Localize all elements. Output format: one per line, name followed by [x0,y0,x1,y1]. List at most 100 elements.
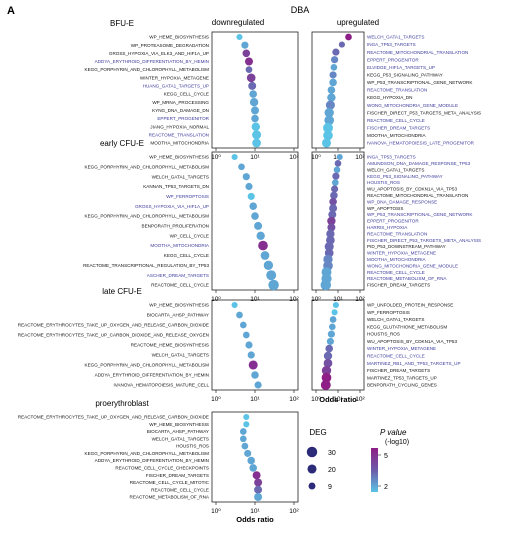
data-point [231,301,238,309]
data-point [242,331,250,339]
term-label: MOOTHA_MITOCHONDRIA [367,133,427,138]
term-label: BENPORATH_CYCLING_GENES [367,383,437,388]
term-label: INGA_TP53_TARGETS [367,155,416,160]
data-point [323,122,333,133]
x-tick-label: 10² [289,296,299,303]
data-point [324,115,335,126]
term-label: WONG_MITOCHONDRIA_GENE_MODULE [367,103,458,108]
term-label: HOUSTIS_ROS [367,332,400,337]
data-point [246,73,256,83]
term-label: KYNG_DNA_DAMAGE_DN [152,108,209,113]
term-label: REACTOME_TRANSLATION [149,133,209,138]
term-label: KEGG_HYPOXIA_DN [367,95,412,100]
term-label: HUANG_GATA1_TARGETS_UP [143,84,209,89]
data-point [266,270,277,281]
term-label: WP_HEME_BIOSYNTHESIS [149,155,209,160]
data-point [323,351,333,361]
column-title-up: upregulated [337,18,379,27]
term-label: FISCHER_DREAM_TARGETS [146,473,209,478]
data-point [254,485,263,494]
x-axis-title: Odds ratio [319,395,357,404]
data-point [323,130,333,141]
data-point [239,428,247,435]
data-point [336,153,343,161]
x-tick-label: 10⁰ [211,396,221,403]
data-point [252,138,261,148]
column-title-down: downregulated [212,18,264,27]
x-tick-label: 10⁰ [311,154,321,161]
term-label: KEGG_CELL_CYCLE [164,92,209,97]
term-label: ADDYA_ERYTHROID_DIFFERENTIATION_BY_HEMIN [95,458,209,463]
data-point [251,106,259,115]
term-label: MOOTHA_MITOCHONDRIA [367,257,427,262]
term-label: EPPERT_PROGENITOR [157,116,209,121]
data-point [331,185,339,193]
term-label: ADDYA_ERYTHROID_DIFFERENTIATION_BY_HEMIN [95,59,209,64]
data-point [241,41,249,49]
stage-label: BFU-E [110,19,134,28]
term-label: WELCH_GATA1_TARGETS [152,353,209,358]
term-label: HARRIS_HYPOXIA [367,225,408,230]
data-point [331,179,339,186]
data-point [254,381,262,389]
data-point [332,172,340,180]
term-label: WINTER_HYPOXIA_METAGENE [367,251,436,256]
term-label: GROSS_HYPOXIA_VIA_HIF1A_UP [135,204,209,209]
data-point [236,33,243,41]
data-point [251,114,259,123]
data-point [330,191,338,200]
data-point [249,98,259,107]
term-label: EPPERT_PROGENITOR [367,219,419,224]
term-label: REACTOME_CELL_CYCLE [367,354,425,359]
data-point [329,204,338,213]
data-point [252,471,261,480]
term-label: GROSS_HYPOXIA_VIA_ELK3_AND_HIF1A_UP [109,51,209,56]
data-point [329,71,337,79]
term-label: WELCH_GATA1_TARGETS [367,35,424,40]
term-label: KEGG_CELL_CYCLE [164,253,209,258]
data-point [333,166,341,174]
data-point [247,456,255,465]
data-point [329,198,337,206]
stage-label: early CFU-E [100,139,144,148]
x-tick-label: 10¹ [250,154,260,161]
term-label: WP_UNFOLDED_PROTEIN_RESPONSE [367,303,453,308]
data-point [330,63,338,71]
term-label: REACTOME_TRANSCRIPTIONAL_REGULATION_BY_T… [83,263,209,268]
panel-2: early CFU-E WP_HEME_BIOSYNTHESIS KEGG_PORP… [83,139,299,303]
term-label: IVANOVA_HEMATOPOIESIS_LATE_PROGENITOR [367,141,475,146]
x-tick-label: 10¹ [333,396,343,403]
term-label: PID_P53_DOWNSTREAM_PATHWAY [367,244,446,249]
size-legend-value: 9 [328,484,332,491]
term-label: WP_DNA_DAMAGE_RESPONSE [367,199,437,204]
data-point [324,242,334,252]
term-label: HOUSTIS_ROS [176,444,209,449]
term-label: REACTOME_ERYTHROCYTES_TAKE_UP_CARBON_DIO… [18,333,209,338]
term-label: KANNAN_TP53_TARGETS_DN [143,184,209,189]
data-point [325,100,335,110]
term-label: BIOCARTA_AHSP_PATHWAY [147,313,209,318]
color-scale-tick: 5 [384,453,388,460]
term-label: BENPORATH_PROLIFERATION [142,224,209,229]
x-tick-label: 10¹ [250,296,260,303]
data-point [254,221,263,230]
data-point [345,33,352,41]
panel-4: late CFU-E WP_HEME_BIOSYNTHESIS BIOCARTA_A… [18,287,300,403]
term-label: EPPERT_PROGENITOR [367,57,419,62]
data-point [249,464,257,472]
data-point [327,223,336,232]
data-point [245,57,253,66]
data-point [331,309,338,316]
term-label: WP_HEME_BIOSYNTHESIS [149,303,209,308]
color-legend-subtitle: (-log10) [385,439,409,446]
term-label: ELVIDGE_HIF1A_TARGETS_UP [367,65,435,70]
data-point [245,341,253,349]
data-point [329,316,337,323]
data-point [323,358,333,368]
term-label: WP_P53_TRANSCRIPTIONAL_GENE_NETWORK [367,212,473,217]
data-point [243,421,250,428]
color-scale-tick: 2 [384,484,388,491]
x-tick-label: 10⁰ [211,508,221,515]
data-point [238,163,245,171]
term-label: KEGG_PORPHYRIN_AND_CHLOROPHYLL_METABOLIS… [85,67,210,72]
